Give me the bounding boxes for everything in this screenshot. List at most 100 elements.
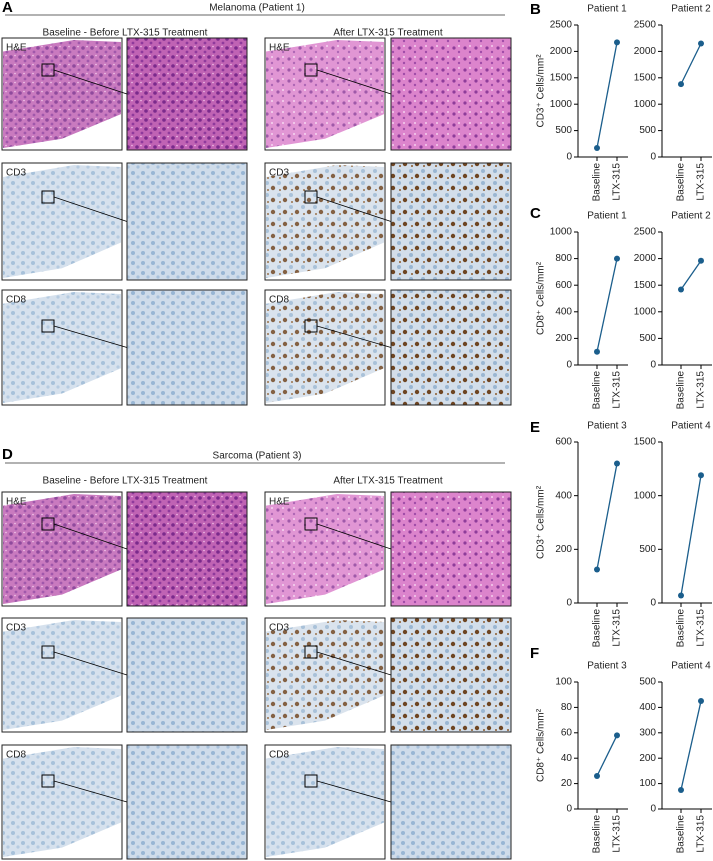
- y-tick-label: 0: [650, 152, 656, 163]
- tissue: [266, 620, 384, 730]
- y-tick-label: 20: [561, 778, 573, 789]
- y-tick-label: 0: [650, 360, 656, 371]
- high-mag-image: [390, 491, 512, 607]
- stain-label: CD3: [6, 168, 26, 179]
- chart-title: Patient 3: [587, 661, 627, 672]
- y-tick-label: 0: [566, 598, 572, 609]
- y-tick-label: 0: [566, 360, 572, 371]
- y-tick-label: 600: [555, 280, 572, 291]
- stain-label: CD3: [6, 623, 26, 634]
- tissue: [3, 620, 121, 730]
- tissue: [266, 747, 384, 857]
- tissue: [266, 165, 384, 278]
- tissue: [266, 292, 384, 403]
- y-axis-label: CD3⁺ Cells/mm²: [536, 54, 547, 128]
- high-mag-image: [390, 289, 512, 406]
- data-point: [678, 81, 684, 88]
- y-tick-label: 2500: [550, 20, 573, 31]
- data-line: [596, 735, 618, 777]
- data-line: [680, 43, 702, 85]
- inset-connector: [53, 196, 128, 222]
- x-tick-label: Baseline: [592, 371, 603, 410]
- x-tick-label: Baseline: [676, 815, 687, 854]
- stain-label: CD8: [269, 295, 289, 306]
- x-tick-label: Baseline: [676, 609, 687, 648]
- x-tick-label: Baseline: [592, 163, 603, 202]
- x-tick-label: LTX-315: [612, 609, 623, 647]
- y-tick-label: 400: [639, 702, 656, 713]
- panel-label: C: [530, 205, 541, 222]
- y-tick-label: 100: [639, 778, 656, 789]
- data-line: [596, 42, 618, 149]
- y-axis-label: CD3⁺ Cells/mm²: [536, 485, 547, 559]
- inset-connector: [53, 69, 128, 95]
- inset-connector: [53, 780, 128, 803]
- y-tick-label: 400: [555, 490, 572, 501]
- panel-label: E: [530, 419, 540, 436]
- x-tick-label: LTX-315: [612, 371, 623, 409]
- stain-label: CD8: [6, 750, 26, 761]
- column-heading: Baseline - Before LTX-315 Treatment: [43, 28, 208, 39]
- section-title: Melanoma (Patient 1): [209, 3, 305, 14]
- y-tick-label: 0: [566, 152, 572, 163]
- chart-title: Patient 2: [671, 4, 711, 15]
- tissue: [3, 40, 121, 148]
- data-point: [678, 786, 684, 793]
- x-tick-label: Baseline: [676, 371, 687, 410]
- data-point: [698, 40, 704, 47]
- y-tick-label: 80: [561, 702, 573, 713]
- high-mag-image: [390, 617, 512, 733]
- data-point: [594, 145, 600, 152]
- stain-label: H&E: [6, 43, 27, 54]
- column-heading: After LTX-315 Treatment: [333, 28, 443, 39]
- data-line: [596, 463, 618, 570]
- inset-connector: [53, 523, 128, 550]
- y-tick-label: 1000: [634, 99, 657, 110]
- y-tick-label: 400: [555, 306, 572, 317]
- chart-title: Patient 1: [587, 4, 627, 15]
- y-tick-label: 0: [650, 804, 656, 815]
- data-point: [614, 39, 620, 46]
- y-tick-label: 0: [566, 804, 572, 815]
- y-tick-label: 1000: [550, 99, 573, 110]
- data-line: [680, 475, 702, 596]
- x-tick-label: Baseline: [592, 609, 603, 648]
- inset-connector: [316, 651, 392, 676]
- y-axis-label: CD8⁺ Cells/mm²: [536, 708, 547, 782]
- y-tick-label: 300: [639, 727, 656, 738]
- data-line: [680, 260, 702, 290]
- column-heading: After LTX-315 Treatment: [333, 476, 443, 487]
- x-tick-label: Baseline: [676, 163, 687, 202]
- panel-label: F: [530, 645, 539, 662]
- x-tick-label: LTX-315: [696, 815, 707, 853]
- chart-title: Patient 3: [587, 421, 627, 432]
- x-tick-label: LTX-315: [696, 609, 707, 647]
- y-tick-label: 200: [639, 753, 656, 764]
- data-point: [594, 772, 600, 779]
- high-mag-image: [126, 744, 248, 860]
- tissue: [3, 292, 121, 403]
- tissue: [3, 494, 121, 604]
- y-tick-label: 100: [555, 677, 572, 688]
- chart-title: Patient 1: [587, 211, 627, 222]
- data-point: [594, 348, 600, 355]
- y-tick-label: 1500: [634, 72, 657, 83]
- stain-label: CD3: [269, 168, 289, 179]
- y-tick-label: 1000: [634, 306, 657, 317]
- high-mag-image: [390, 162, 512, 281]
- tissue: [266, 494, 384, 604]
- data-point: [698, 257, 704, 264]
- data-point: [678, 592, 684, 599]
- y-tick-label: 40: [561, 753, 573, 764]
- panel-label: B: [530, 1, 541, 18]
- y-tick-label: 2000: [634, 46, 657, 57]
- x-tick-label: LTX-315: [612, 815, 623, 853]
- y-tick-label: 500: [639, 125, 656, 136]
- y-tick-label: 1000: [550, 227, 573, 238]
- y-tick-label: 800: [555, 253, 572, 264]
- high-mag-image: [390, 744, 512, 860]
- y-tick-label: 200: [555, 544, 572, 555]
- inset-connector: [316, 523, 392, 550]
